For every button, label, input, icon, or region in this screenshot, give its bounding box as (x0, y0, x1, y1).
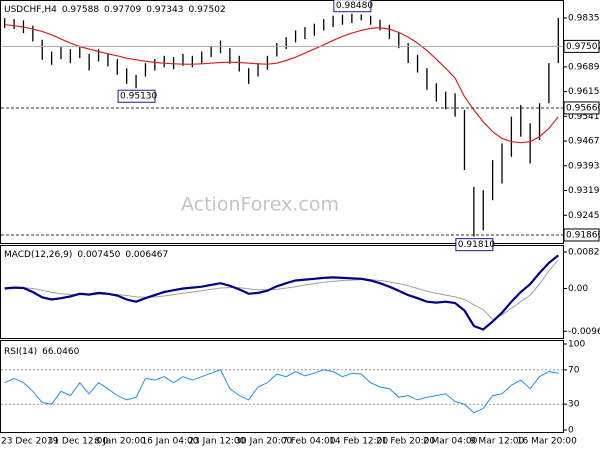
panel-title: MACD(12,26,9) (4, 250, 72, 260)
level-box (563, 228, 600, 242)
rsi-panel (0, 340, 564, 433)
header-value: 0.006467 (125, 250, 168, 260)
annotation-box (455, 238, 494, 252)
panel-header: USDCHF,H4 0.97588 0.97709 0.97343 0.97502 (4, 5, 226, 15)
x-tick-label: 23 Jan 12:00 (188, 437, 245, 447)
y-tick-label: 0.98352 (568, 13, 600, 23)
price-panel (0, 0, 564, 244)
panel-header: MACD(12,26,9) 0.007450 0.006467 (4, 250, 168, 260)
x-tick-label: 21 Feb 20:00 (376, 437, 435, 447)
y-tick-label: 30 (568, 400, 580, 410)
y-tick-label: -0.009697 (568, 327, 600, 337)
x-tick-label: 14 Feb 12:00 (329, 437, 388, 447)
level-box (563, 39, 600, 53)
x-tick-label: 23 Dec 2019 (1, 437, 59, 447)
macd-panel (0, 245, 564, 339)
panel-title: RSI(14) (4, 347, 37, 357)
series-line (4, 24, 559, 144)
y-tick-label: 0 (568, 426, 574, 436)
x-tick-label: 9 Mar 12:00 (470, 437, 525, 447)
level-label: 0.95660 (566, 103, 600, 113)
panel-title: USDCHF,H4 (4, 5, 57, 15)
x-tick-label: 8 Jan 20:00 (95, 437, 147, 447)
header-value: 66.0460 (42, 347, 79, 357)
annotation-label: 0.91810 (458, 240, 495, 250)
series-line (4, 369, 559, 414)
x-tick-label: 16 Mar 20:00 (517, 437, 577, 447)
x-tick-label: 7 Feb 04:00 (282, 437, 336, 447)
x-tick-label: 16 Jan 04:00 (141, 437, 198, 447)
x-tick-label: 2 Mar 04:00 (423, 437, 478, 447)
annotation-label: 0.95130 (120, 92, 157, 102)
level-label: 0.91860 (566, 230, 600, 240)
y-tick-label: 100 (568, 340, 585, 350)
y-tick-label: 70 (568, 365, 580, 375)
x-tick-label: 30 Jan 20:00 (235, 437, 292, 447)
series-line (4, 254, 559, 331)
y-tick-label: 0.008267 (568, 247, 600, 257)
header-value: 0.97502 (188, 5, 225, 15)
header-value: 0.97709 (104, 5, 141, 15)
annotation-box (117, 89, 156, 103)
header-value: 0.007450 (77, 250, 120, 260)
y-tick-label: 0.00 (568, 284, 588, 294)
x-tick-label: 31 Dec 12:00 (48, 437, 109, 447)
header-value: 0.97343 (146, 5, 183, 15)
level-box (563, 101, 600, 115)
annotation-label: 0.98480 (336, 1, 373, 11)
header-value: 0.97588 (62, 5, 99, 15)
watermark: ActionForex.com (181, 194, 339, 216)
panel-header: RSI(14) 66.0460 (4, 347, 80, 357)
level-label: 0.97502 (566, 42, 600, 52)
annotation-box (333, 0, 372, 13)
